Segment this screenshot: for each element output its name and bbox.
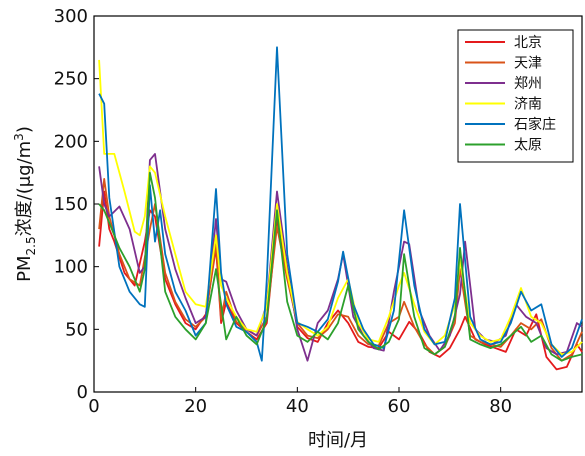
- y-axis-title-middle: 浓度/(μg/m: [14, 141, 35, 237]
- legend-label: 北京: [514, 35, 542, 51]
- x-tick-label: 60: [388, 396, 411, 417]
- y-tick-label: 200: [54, 131, 88, 152]
- x-axis-tick-labels: 0 20 40 60 80: [88, 396, 512, 417]
- x-tick-label: 40: [286, 396, 309, 417]
- legend-label: 济南: [514, 97, 542, 113]
- legend-label: 太原: [514, 138, 542, 154]
- x-tick-label: 20: [184, 396, 207, 417]
- series-line-3: [98, 59, 583, 356]
- y-axis-title-subscript: 2.5: [24, 236, 38, 255]
- y-axis-title: PM2.5浓度/(μg/m3): [12, 126, 38, 282]
- x-axis-title: 时间/月: [308, 430, 368, 451]
- y-tick-label: 150: [54, 194, 88, 215]
- legend-box: [457, 29, 574, 163]
- legend-label: 天津: [514, 56, 542, 72]
- y-tick-label: 300: [54, 6, 88, 27]
- y-tick-label: 0: [77, 382, 88, 403]
- axis-ticks: [93, 15, 502, 393]
- x-tick-label: 0: [88, 396, 99, 417]
- y-axis-title-superscript: 3: [12, 133, 26, 141]
- y-axis-tick-labels: 0 50 100 150 200 250 300: [54, 6, 88, 403]
- y-tick-label: 250: [54, 69, 88, 90]
- y-axis-title-prefix: PM: [14, 255, 35, 281]
- y-tick-label: 100: [54, 257, 88, 278]
- series-lines: [98, 46, 583, 371]
- legend-label: 石家庄: [514, 116, 556, 133]
- x-tick-label: 80: [489, 396, 512, 417]
- y-axis-title-suffix: ): [14, 126, 35, 133]
- series-line-5: [98, 171, 583, 362]
- y-tick-label: 50: [65, 319, 88, 340]
- legend-label: 郑州: [514, 76, 542, 92]
